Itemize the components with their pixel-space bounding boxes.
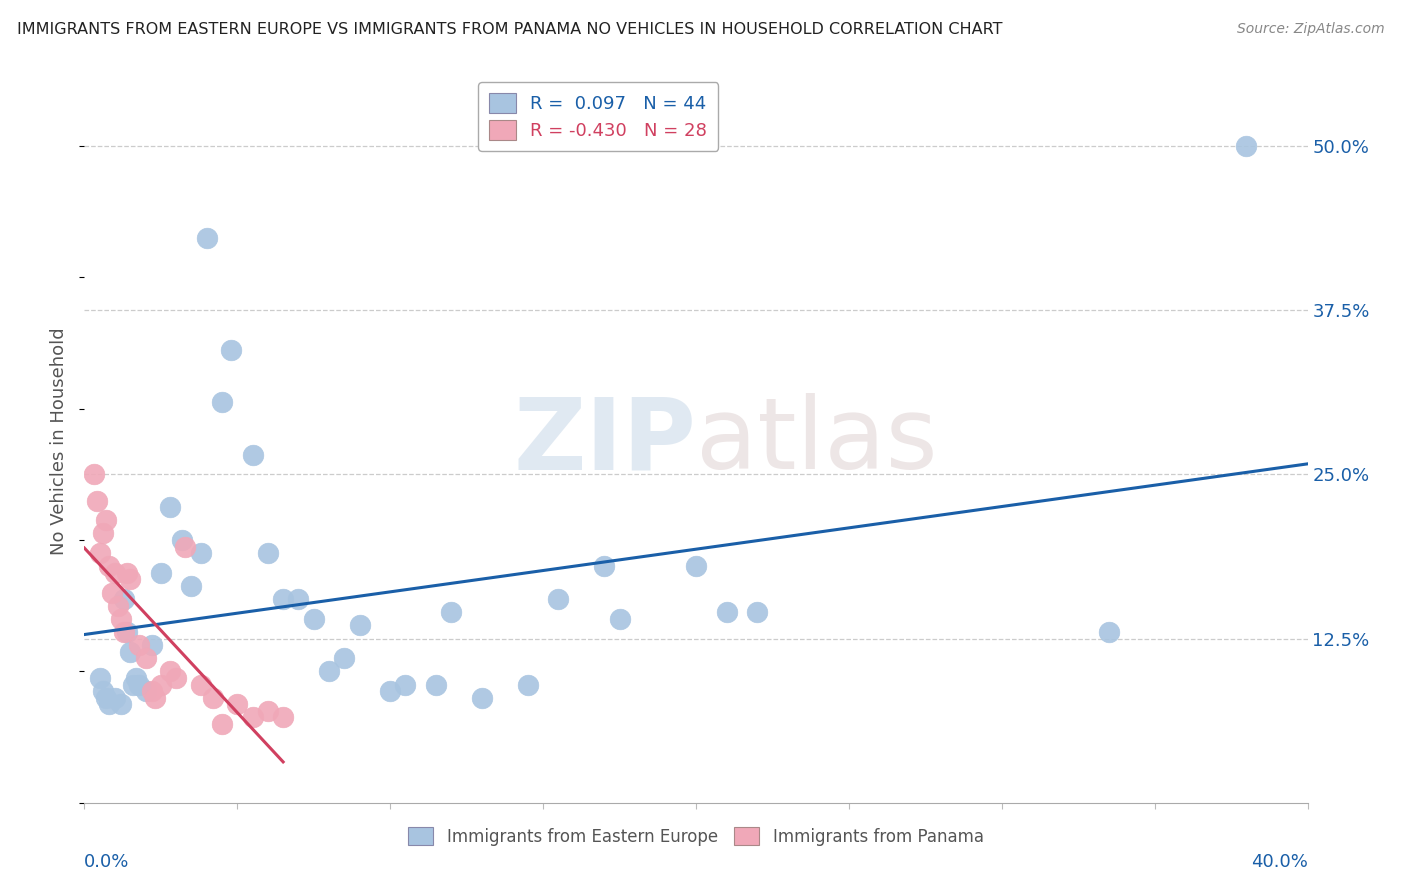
Point bbox=[89, 546, 111, 560]
Point bbox=[190, 677, 212, 691]
Text: atlas: atlas bbox=[696, 393, 938, 490]
Point bbox=[143, 690, 166, 705]
Point bbox=[190, 546, 212, 560]
Point bbox=[242, 710, 264, 724]
Point bbox=[380, 684, 402, 698]
Point bbox=[165, 671, 187, 685]
Point bbox=[110, 612, 132, 626]
Point bbox=[89, 671, 111, 685]
Point bbox=[257, 704, 280, 718]
Point bbox=[97, 698, 120, 712]
Point bbox=[226, 698, 249, 712]
Point bbox=[112, 625, 135, 640]
Point bbox=[242, 448, 264, 462]
Point bbox=[159, 500, 181, 515]
Point bbox=[104, 690, 127, 705]
Point bbox=[86, 493, 108, 508]
Point bbox=[747, 605, 769, 619]
Point bbox=[128, 677, 150, 691]
Point bbox=[107, 599, 129, 613]
Point bbox=[440, 605, 463, 619]
Legend: Immigrants from Eastern Europe, Immigrants from Panama: Immigrants from Eastern Europe, Immigran… bbox=[402, 821, 990, 852]
Point bbox=[104, 566, 127, 580]
Point bbox=[333, 651, 356, 665]
Point bbox=[394, 677, 416, 691]
Point bbox=[128, 638, 150, 652]
Point bbox=[219, 343, 242, 357]
Point bbox=[141, 684, 163, 698]
Point bbox=[195, 231, 218, 245]
Point bbox=[91, 684, 114, 698]
Text: 40.0%: 40.0% bbox=[1251, 853, 1308, 871]
Point bbox=[211, 717, 233, 731]
Text: Source: ZipAtlas.com: Source: ZipAtlas.com bbox=[1237, 22, 1385, 37]
Point bbox=[349, 618, 371, 632]
Point bbox=[101, 585, 124, 599]
Point bbox=[135, 651, 157, 665]
Text: IMMIGRANTS FROM EASTERN EUROPE VS IMMIGRANTS FROM PANAMA NO VEHICLES IN HOUSEHOL: IMMIGRANTS FROM EASTERN EUROPE VS IMMIGR… bbox=[17, 22, 1002, 37]
Text: ZIP: ZIP bbox=[513, 393, 696, 490]
Point bbox=[110, 698, 132, 712]
Point bbox=[425, 677, 447, 691]
Point bbox=[120, 573, 142, 587]
Point bbox=[547, 592, 569, 607]
Point bbox=[1098, 625, 1121, 640]
Point bbox=[1236, 139, 1258, 153]
Point bbox=[159, 665, 181, 679]
Point bbox=[302, 612, 325, 626]
Point bbox=[471, 690, 494, 705]
Point bbox=[174, 540, 197, 554]
Text: 0.0%: 0.0% bbox=[84, 853, 129, 871]
Point bbox=[516, 677, 538, 691]
Point bbox=[115, 566, 138, 580]
Point bbox=[83, 467, 105, 482]
Point bbox=[115, 625, 138, 640]
Point bbox=[122, 677, 145, 691]
Point bbox=[120, 645, 142, 659]
Point bbox=[201, 690, 224, 705]
Point bbox=[716, 605, 738, 619]
Point bbox=[149, 566, 172, 580]
Point bbox=[180, 579, 202, 593]
Point bbox=[94, 513, 117, 527]
Point bbox=[211, 395, 233, 409]
Point bbox=[135, 684, 157, 698]
Point bbox=[149, 677, 172, 691]
Y-axis label: No Vehicles in Household: No Vehicles in Household bbox=[51, 327, 69, 556]
Point bbox=[97, 559, 120, 574]
Point bbox=[125, 671, 148, 685]
Point bbox=[91, 526, 114, 541]
Point bbox=[94, 690, 117, 705]
Point bbox=[141, 638, 163, 652]
Point bbox=[271, 710, 294, 724]
Point bbox=[257, 546, 280, 560]
Point bbox=[593, 559, 616, 574]
Point bbox=[609, 612, 631, 626]
Point bbox=[685, 559, 707, 574]
Point bbox=[271, 592, 294, 607]
Point bbox=[172, 533, 194, 547]
Point bbox=[112, 592, 135, 607]
Point bbox=[318, 665, 340, 679]
Point bbox=[287, 592, 309, 607]
